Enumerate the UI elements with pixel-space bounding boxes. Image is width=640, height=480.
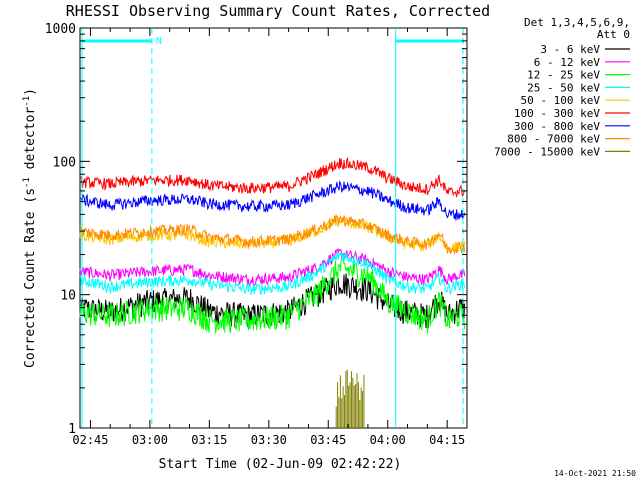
legend-label-4: 50 - 100 keV xyxy=(521,94,601,107)
legend-label-7: 800 - 7000 keV xyxy=(507,133,600,146)
series-5 xyxy=(79,156,466,198)
series-0-line xyxy=(79,273,466,329)
chart-title: RHESSI Observing Summary Count Rates, Co… xyxy=(66,2,490,20)
y-axis-label-part-2: detector xyxy=(23,107,38,178)
y-axis-label-part-3: ) xyxy=(23,88,38,96)
x-tick-label-1: 03:00 xyxy=(132,433,168,447)
legend-header-line-1: Det 1,3,4,5,6,9, xyxy=(524,16,630,29)
y-axis-label-part-1: Corrected Count Rate (s xyxy=(23,188,38,368)
footer-timestamp: 14-Oct-2021 21:50 xyxy=(554,469,636,478)
marker-layer: N xyxy=(81,28,464,428)
marker-label-n: N xyxy=(156,36,162,47)
legend-label-1: 6 - 12 keV xyxy=(534,56,601,69)
legend-label-8: 7000 - 15000 keV xyxy=(494,145,600,158)
series-1 xyxy=(79,247,466,287)
x-axis-label: Start Time (02-Jun-09 02:42:22) xyxy=(159,457,402,472)
series-7-line xyxy=(79,214,466,256)
y-axis-label-sup-2: -1 xyxy=(22,96,32,107)
x-tick-label-6: 04:15 xyxy=(429,433,465,447)
x-tick-label-4: 03:45 xyxy=(310,433,346,447)
legend-header-line-2: Att 0 xyxy=(597,28,630,41)
x-tick-label-5: 04:00 xyxy=(370,433,406,447)
plot-frame xyxy=(79,27,468,429)
data-layer xyxy=(79,156,466,428)
axis-layer: 02:45 03:00 03:15 03:30 03:45 04:00 04:15 1 10 10… xyxy=(45,22,468,447)
series-3-line xyxy=(79,250,466,296)
series-5-line xyxy=(79,156,466,198)
legend-label-6: 300 - 800 keV xyxy=(514,120,600,133)
series-1-line xyxy=(79,247,466,287)
x-tick-label-3: 03:30 xyxy=(251,433,287,447)
series-4-line xyxy=(79,216,466,255)
series-2 xyxy=(79,255,466,334)
y-axis-label-sup-1: -1 xyxy=(22,177,32,188)
series-8 xyxy=(335,369,365,428)
series-3 xyxy=(79,250,466,296)
y-tick-label-3: 1000 xyxy=(45,22,76,37)
y-tick-label-2: 100 xyxy=(53,155,76,170)
x-tick-label-2: 03:15 xyxy=(191,433,227,447)
series-2-line xyxy=(79,255,466,334)
series-6 xyxy=(79,180,466,221)
legend-label-5: 100 - 300 keV xyxy=(514,107,600,120)
y-axis-label: Corrected Count Rate (s-1 detector-1) xyxy=(22,88,38,368)
x-tick-label-0: 02:45 xyxy=(72,433,108,447)
legend-label-0: 3 - 6 keV xyxy=(540,43,600,56)
series-0 xyxy=(79,273,466,329)
y-tick-label-0: 1 xyxy=(68,422,76,437)
y-tick-label-1: 10 xyxy=(60,289,76,304)
series-4 xyxy=(79,216,466,255)
series-7 xyxy=(79,214,466,256)
legend-label-2: 12 - 25 keV xyxy=(527,69,600,82)
legend-label-3: 25 - 50 keV xyxy=(527,81,600,94)
series-6-line xyxy=(79,180,466,221)
